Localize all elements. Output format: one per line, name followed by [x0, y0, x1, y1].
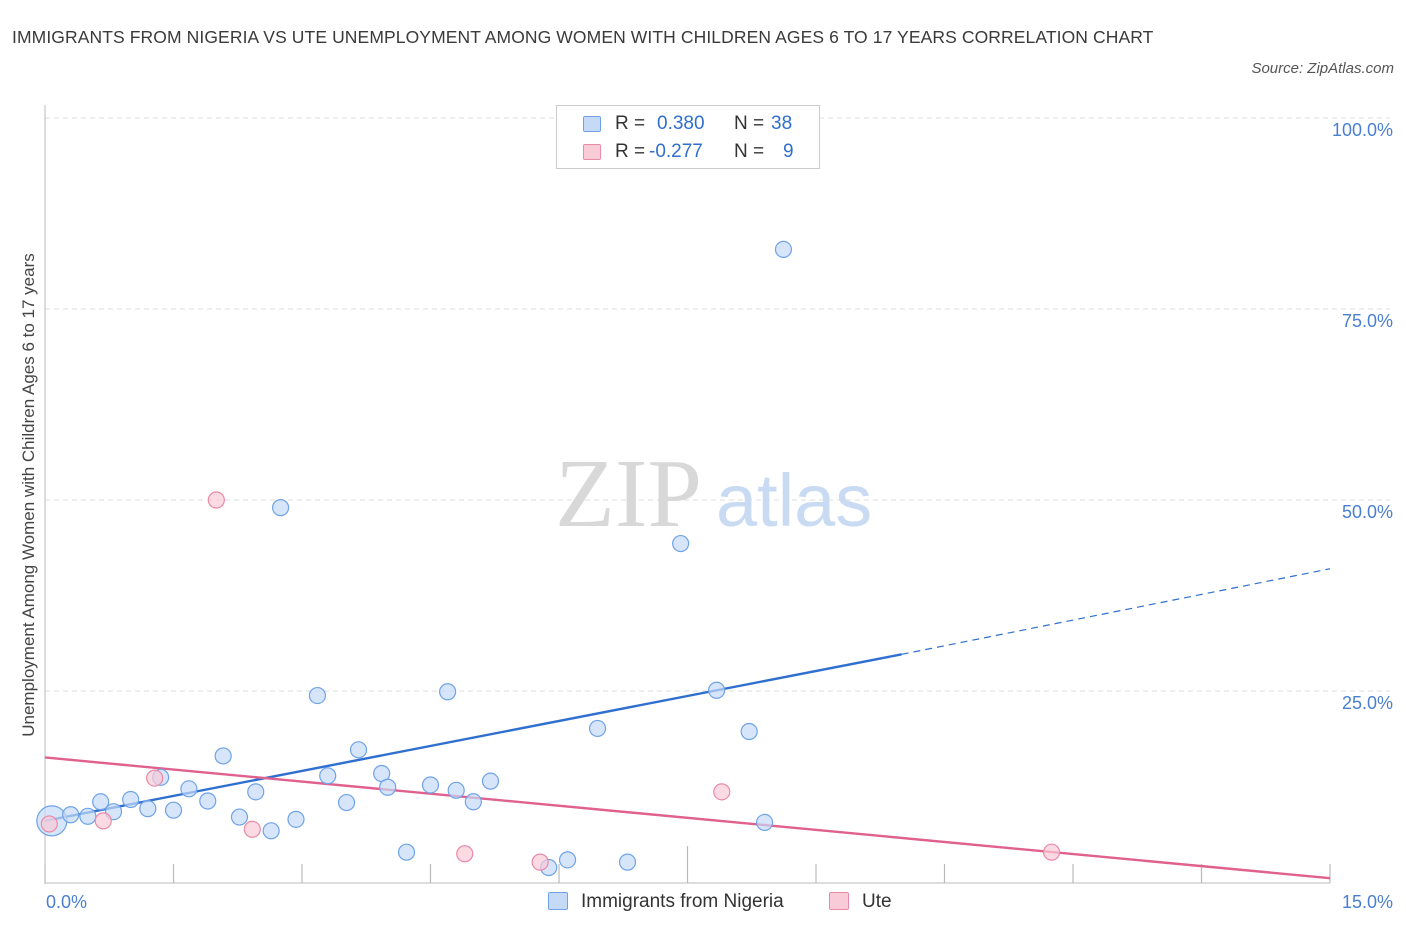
- legend-r-label: R =: [615, 113, 646, 134]
- data-point-ute: [456, 845, 474, 863]
- data-point-nigeria: [421, 776, 440, 794]
- data-point-nigeria: [247, 783, 265, 801]
- trend-line-extension: [901, 568, 1331, 655]
- y-tick-label: 75.0%: [1342, 311, 1393, 331]
- data-point-nigeria: [287, 810, 305, 828]
- watermark-zip: ZIP: [555, 440, 702, 548]
- data-point-nigeria: [708, 681, 726, 699]
- legend-row-nigeria: R = 0.380 N = 38: [583, 111, 813, 137]
- bottom-legend-label-ute: Ute: [862, 891, 892, 912]
- legend-swatch-ute: [583, 144, 601, 160]
- legend-n-label: N =: [734, 113, 765, 134]
- data-point-nigeria: [164, 801, 183, 819]
- axes: [44, 105, 1331, 884]
- legend-n-value: 9: [783, 141, 794, 162]
- data-point-ute: [94, 812, 112, 830]
- data-point-nigeria: [62, 806, 80, 824]
- data-point-nigeria: [271, 499, 290, 517]
- chart-source: Source: ZipAtlas.com: [1251, 60, 1394, 77]
- data-point-nigeria: [618, 853, 637, 871]
- y-tick-label: 100.0%: [1332, 120, 1393, 140]
- trend-lines: [44, 568, 1331, 880]
- data-point-nigeria: [230, 808, 249, 826]
- bottom-legend-label-nigeria: Immigrants from Nigeria: [581, 891, 784, 912]
- trend-line: [44, 756, 1331, 880]
- data-point-nigeria: [337, 793, 356, 812]
- legend-r-value: 0.380: [657, 113, 705, 134]
- y-axis-label: Unemployment Among Women with Children A…: [19, 253, 38, 737]
- data-point-nigeria: [464, 793, 482, 811]
- data-point-ute: [531, 853, 549, 871]
- data-point-nigeria: [262, 822, 280, 840]
- data-point-nigeria: [122, 790, 140, 809]
- data-points: [36, 240, 1061, 877]
- bottom-legend-swatch-ute: [829, 892, 849, 910]
- data-point-nigeria: [139, 800, 157, 818]
- data-point-nigeria: [439, 683, 457, 701]
- data-point-nigeria: [672, 534, 690, 553]
- data-point-ute: [1042, 843, 1061, 861]
- data-point-nigeria: [79, 807, 97, 825]
- grid-lines: [45, 117, 1390, 692]
- y-tick-label: 25.0%: [1342, 693, 1393, 713]
- data-point-nigeria: [379, 778, 397, 796]
- legend-r-label: R =: [615, 141, 646, 162]
- watermark-atlas: atlas: [716, 459, 872, 542]
- chart-title: IMMIGRANTS FROM NIGERIA VS UTE UNEMPLOYM…: [12, 27, 1154, 47]
- bottom-legend-ute: Ute: [829, 889, 909, 915]
- data-point-nigeria: [740, 722, 758, 741]
- data-point-nigeria: [319, 767, 337, 785]
- y-tick-label: 50.0%: [1342, 502, 1393, 522]
- data-point-nigeria: [774, 240, 793, 259]
- data-point-nigeria: [588, 719, 607, 738]
- data-point-ute: [146, 769, 164, 787]
- legend-n-value: 38: [771, 113, 793, 134]
- correlation-legend: R = 0.380 N = 38 R = -0.277 N = 9: [556, 105, 820, 169]
- data-point-nigeria: [447, 781, 465, 799]
- bottom-legend-nigeria: Immigrants from Nigeria: [548, 889, 808, 915]
- data-point-ute: [207, 491, 225, 509]
- data-point-nigeria: [481, 772, 500, 790]
- watermark: ZIP atlas: [555, 440, 872, 548]
- data-point-nigeria: [755, 813, 774, 832]
- data-point-nigeria: [397, 843, 416, 861]
- tick-labels: 25.0% 50.0% 75.0% 100.0% 0.0% 15.0%: [46, 120, 1393, 912]
- legend-swatch-nigeria: [583, 116, 601, 132]
- x-tick-label: 0.0%: [46, 892, 87, 912]
- data-point-nigeria: [214, 747, 232, 765]
- data-point-nigeria: [92, 793, 110, 811]
- data-point-nigeria: [180, 780, 198, 798]
- bottom-legend-swatch-nigeria: [548, 892, 568, 910]
- data-point-ute: [40, 815, 58, 833]
- data-point-ute: [243, 820, 261, 838]
- legend-row-ute: R = -0.277 N = 9: [583, 139, 813, 165]
- data-point-nigeria: [349, 741, 368, 759]
- legend-r-value: -0.277: [649, 141, 703, 162]
- legend-n-label: N =: [734, 141, 765, 162]
- data-point-nigeria: [558, 851, 577, 869]
- data-point-ute: [713, 783, 731, 801]
- data-point-nigeria: [199, 792, 217, 810]
- data-point-nigeria: [308, 686, 327, 705]
- x-tick-label: 15.0%: [1342, 892, 1393, 912]
